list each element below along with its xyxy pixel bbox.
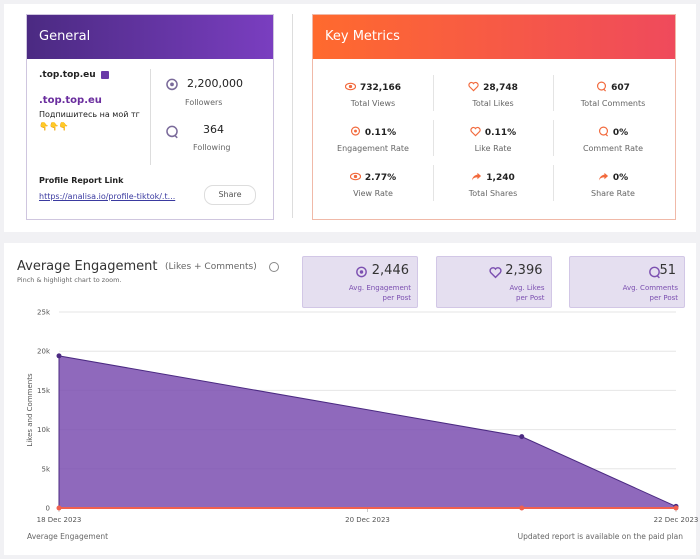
y-tick-label: 5k [41,465,50,473]
metric-value-row: 2.77% [313,165,433,184]
stat-box: 2,446 Avg. Engagement per Post [302,256,418,308]
metric-label: Comment Rate [582,144,644,153]
key-metrics-card: Key Metrics 732,166 Total Views 28,748 Tota… [312,14,676,220]
metric-value: 732,166 [360,83,401,93]
metric-value-row: 28,748 [433,75,553,94]
engagement-subtitle: (Likes + Comments) [165,262,257,272]
stat-value: 2,396 [505,263,543,278]
metric-value-row: 0% [553,165,673,184]
divider [292,14,293,218]
stat-box: 2,396 Avg. Likes per Post [435,256,552,308]
metric-value: 0% [612,173,629,183]
profile-name: .top.top.eu [39,95,102,106]
point [673,505,679,511]
bio-emojis: 👇👇👇 [39,122,69,131]
metric-value-row: 1,240 [433,165,553,184]
metric-value-row: 732,166 [313,75,433,94]
stat-value: 2,446 [371,263,409,278]
stat-label-line: per Post [516,294,545,302]
point [519,434,525,440]
metric-label: Total Comments [580,99,646,108]
divider [553,120,554,156]
metric-label: Total Likes [472,99,514,108]
link-icon [101,71,109,79]
general-title: General [27,15,273,59]
stat-label: Avg. Comments per Post [623,283,678,303]
general-card: General .top.top.eu .top.top.eu Подпишит… [26,14,274,220]
metric-value-row: 607 [553,75,673,94]
metric-label: Like Rate [474,144,512,153]
point [56,353,62,359]
metric: 2.77% View Rate [313,165,433,198]
metric-label: Total Views [350,99,396,108]
metric-label: Engagement Rate [337,144,409,153]
metric: 0.11% Like Rate [433,120,553,153]
stat-label-line: per Post [649,294,679,302]
metric-label: Share Rate [591,189,635,198]
stat-label-line: Avg. Likes [509,284,545,292]
x-tick-label: 20 Dec 2023 [345,516,390,524]
area [58,355,677,509]
stat-value: 51 [659,263,676,278]
metric-value: 607 [611,83,630,93]
divider [150,69,151,165]
y-axis-label: Likes and Comments [26,373,34,447]
x-tick-label: 22 Dec 2023 [654,516,699,524]
bio: Подпишитесь на мой тг [39,110,140,119]
stat-label: Avg. Engagement per Post [349,283,411,303]
followers-label: Followers [185,98,223,107]
divider [433,120,434,156]
following-value: 364 [203,123,224,136]
followers-value: 2,200,000 [187,77,243,90]
metric: 0.11% Engagement Rate [313,120,433,153]
stat-label-line: Avg. Comments [622,284,678,292]
help-icon[interactable] [269,262,279,272]
metric-value: 28,748 [483,83,518,93]
metric: 1,240 Total Shares [433,165,553,198]
metric: 28,748 Total Likes [433,75,553,108]
point [519,505,525,511]
stat-box: 51 Avg. Comments per Post [569,256,685,308]
stat-label-line: Avg. Engagement [348,284,411,292]
metric: 607 Total Comments [553,75,673,108]
metric-label: Total Shares [468,189,518,198]
metric-value: 0.11% [364,128,397,138]
zoom-hint: Pinch & highlight chart to zoom. [17,276,122,284]
y-tick-label: 15k [37,387,51,395]
stat-label-line: per Post [382,294,412,302]
metric: 0% Comment Rate [553,120,673,153]
point [56,505,62,511]
metric-value-row: 0% [553,120,673,139]
metric-value: 2.77% [364,173,397,183]
username: .top.top.eu [39,70,96,80]
metric: 732,166 Total Views [313,75,433,108]
x-tick-label: 18 Dec 2023 [37,516,82,524]
metric-value: 1,240 [486,173,515,183]
metric-value-row: 0.11% [433,120,553,139]
footer-right: Updated report is available on the paid … [517,532,683,541]
footer-left: Average Engagement [27,532,109,541]
metric-label: View Rate [353,189,393,198]
y-tick-label: 25k [37,309,51,317]
y-tick-label: 0 [46,505,50,513]
metric-value-row: 0.11% [313,120,433,139]
stat-label: Avg. Likes per Post [509,283,544,303]
divider [433,75,434,111]
report-link[interactable]: https://analisa.io/profile-tiktok/.t... [39,192,176,201]
following-label: Following [193,143,231,152]
engagement-title: Average Engagement [17,259,158,274]
divider [433,165,434,201]
divider [553,165,554,201]
y-tick-label: 10k [37,426,51,434]
metric: 0% Share Rate [553,165,673,198]
divider [553,75,554,111]
key-metrics-title: Key Metrics [313,15,675,59]
y-tick-label: 20k [37,348,51,356]
report-link-label: Profile Report Link [39,176,124,185]
metric-value: 0.11% [484,128,517,138]
share-button[interactable]: Share [204,185,256,205]
metric-value: 0% [612,128,629,138]
